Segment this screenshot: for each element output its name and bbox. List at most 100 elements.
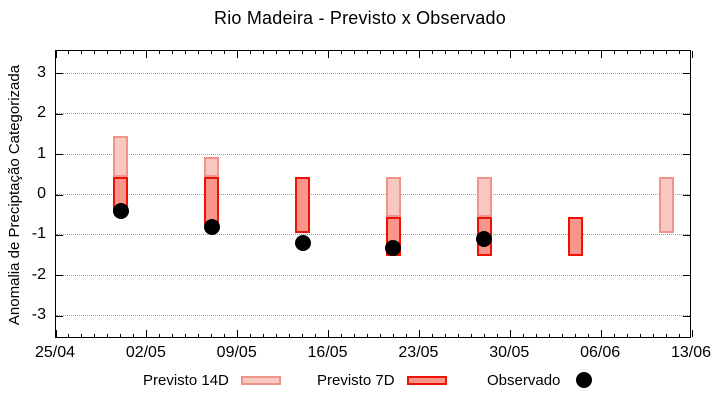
x-tick	[626, 51, 628, 54]
x-tick	[341, 334, 343, 337]
x-tick	[159, 51, 161, 54]
y-tick-label: -3	[31, 306, 46, 324]
y-tick	[56, 275, 63, 277]
y-tick-label: 1	[37, 144, 46, 162]
legend-label-previsto-14d: Previsto 14D	[143, 371, 229, 389]
x-tick	[276, 334, 278, 337]
x-tick	[587, 51, 589, 54]
x-tick	[289, 334, 291, 337]
x-tick	[444, 334, 446, 337]
observado-dot	[203, 219, 220, 236]
observado-dot	[385, 239, 402, 256]
x-tick	[678, 51, 680, 54]
y-tick-label: 2	[37, 104, 46, 122]
chart-title: Rio Madeira - Previsto x Observado	[214, 8, 506, 28]
y-tick	[683, 73, 690, 75]
x-tick	[68, 334, 70, 337]
y-tick	[56, 154, 63, 156]
y-tick	[683, 234, 690, 236]
x-tick	[522, 51, 524, 54]
grid-line	[56, 274, 690, 276]
grid-line	[56, 315, 690, 317]
x-tick	[302, 334, 304, 337]
x-tick-label: 30/05	[489, 344, 530, 361]
x-tick	[107, 334, 109, 337]
x-tick	[405, 334, 407, 337]
x-tick	[639, 51, 641, 54]
x-tick	[431, 51, 433, 54]
x-tick	[379, 334, 381, 337]
x-tick	[120, 51, 122, 54]
x-tick	[172, 334, 174, 337]
x-tick	[354, 334, 356, 337]
x-tick	[483, 334, 485, 337]
x-tick	[457, 51, 459, 54]
x-tick	[315, 334, 317, 337]
x-tick	[172, 51, 174, 54]
x-tick	[120, 334, 122, 337]
x-tick	[691, 330, 693, 337]
x-tick	[250, 334, 252, 337]
x-tick	[418, 51, 420, 58]
x-tick	[483, 51, 485, 54]
x-tick	[185, 334, 187, 337]
x-tick	[328, 330, 330, 337]
x-tick	[470, 334, 472, 337]
x-tick-label: 06/06	[580, 344, 621, 361]
x-tick	[237, 51, 239, 58]
x-tick	[354, 51, 356, 54]
legend-swatch-observado-dot	[576, 372, 593, 388]
x-tick	[496, 51, 498, 54]
plot-area	[55, 50, 693, 338]
x-tick	[367, 334, 368, 337]
grid-line	[56, 234, 690, 236]
x-tick	[444, 51, 446, 54]
legend-label-previsto-7d: Previsto 7D	[317, 371, 395, 389]
x-tick	[224, 51, 226, 54]
x-tick	[237, 330, 239, 337]
x-tick	[392, 51, 394, 54]
x-tick	[263, 51, 265, 54]
x-tick	[405, 51, 407, 54]
x-tick-label: 13/06	[670, 344, 712, 361]
legend-swatch-previsto-7d	[406, 375, 447, 385]
legend-swatch-previsto-14d	[240, 375, 281, 385]
x-tick	[652, 334, 654, 337]
x-tick	[613, 51, 615, 54]
x-tick	[665, 334, 667, 337]
previsto-14d-bar	[658, 176, 674, 234]
x-tick	[639, 334, 641, 337]
x-tick-label: 02/05	[125, 344, 166, 361]
x-tick-label: 16/05	[307, 344, 348, 361]
grid-line	[56, 153, 690, 155]
y-tick	[683, 315, 690, 317]
y-tick	[56, 315, 63, 317]
observado-dot	[294, 235, 311, 252]
x-tick	[146, 51, 148, 58]
x-tick	[315, 51, 317, 54]
x-tick-label: 25/04	[34, 344, 76, 361]
x-tick	[133, 334, 135, 337]
x-tick	[613, 334, 615, 337]
x-tick	[691, 51, 693, 58]
y-tick	[683, 194, 690, 196]
x-tick	[522, 334, 524, 337]
x-tick	[561, 51, 563, 54]
legend-item-previsto-14d: Previsto 14D	[143, 371, 281, 389]
x-tick	[431, 334, 433, 337]
x-tick	[302, 51, 304, 54]
x-tick	[146, 330, 148, 337]
y-tick	[56, 194, 63, 196]
x-tick	[626, 334, 628, 337]
y-tick	[56, 113, 63, 115]
y-tick-label: -2	[31, 265, 46, 283]
x-tick	[55, 51, 57, 58]
x-tick	[561, 334, 563, 337]
x-tick	[94, 334, 96, 337]
x-tick	[211, 51, 213, 54]
x-tick	[55, 330, 57, 337]
x-tick	[289, 51, 291, 54]
previsto-14d-bar	[385, 176, 401, 218]
x-tick	[548, 51, 550, 54]
x-tick	[198, 334, 200, 337]
